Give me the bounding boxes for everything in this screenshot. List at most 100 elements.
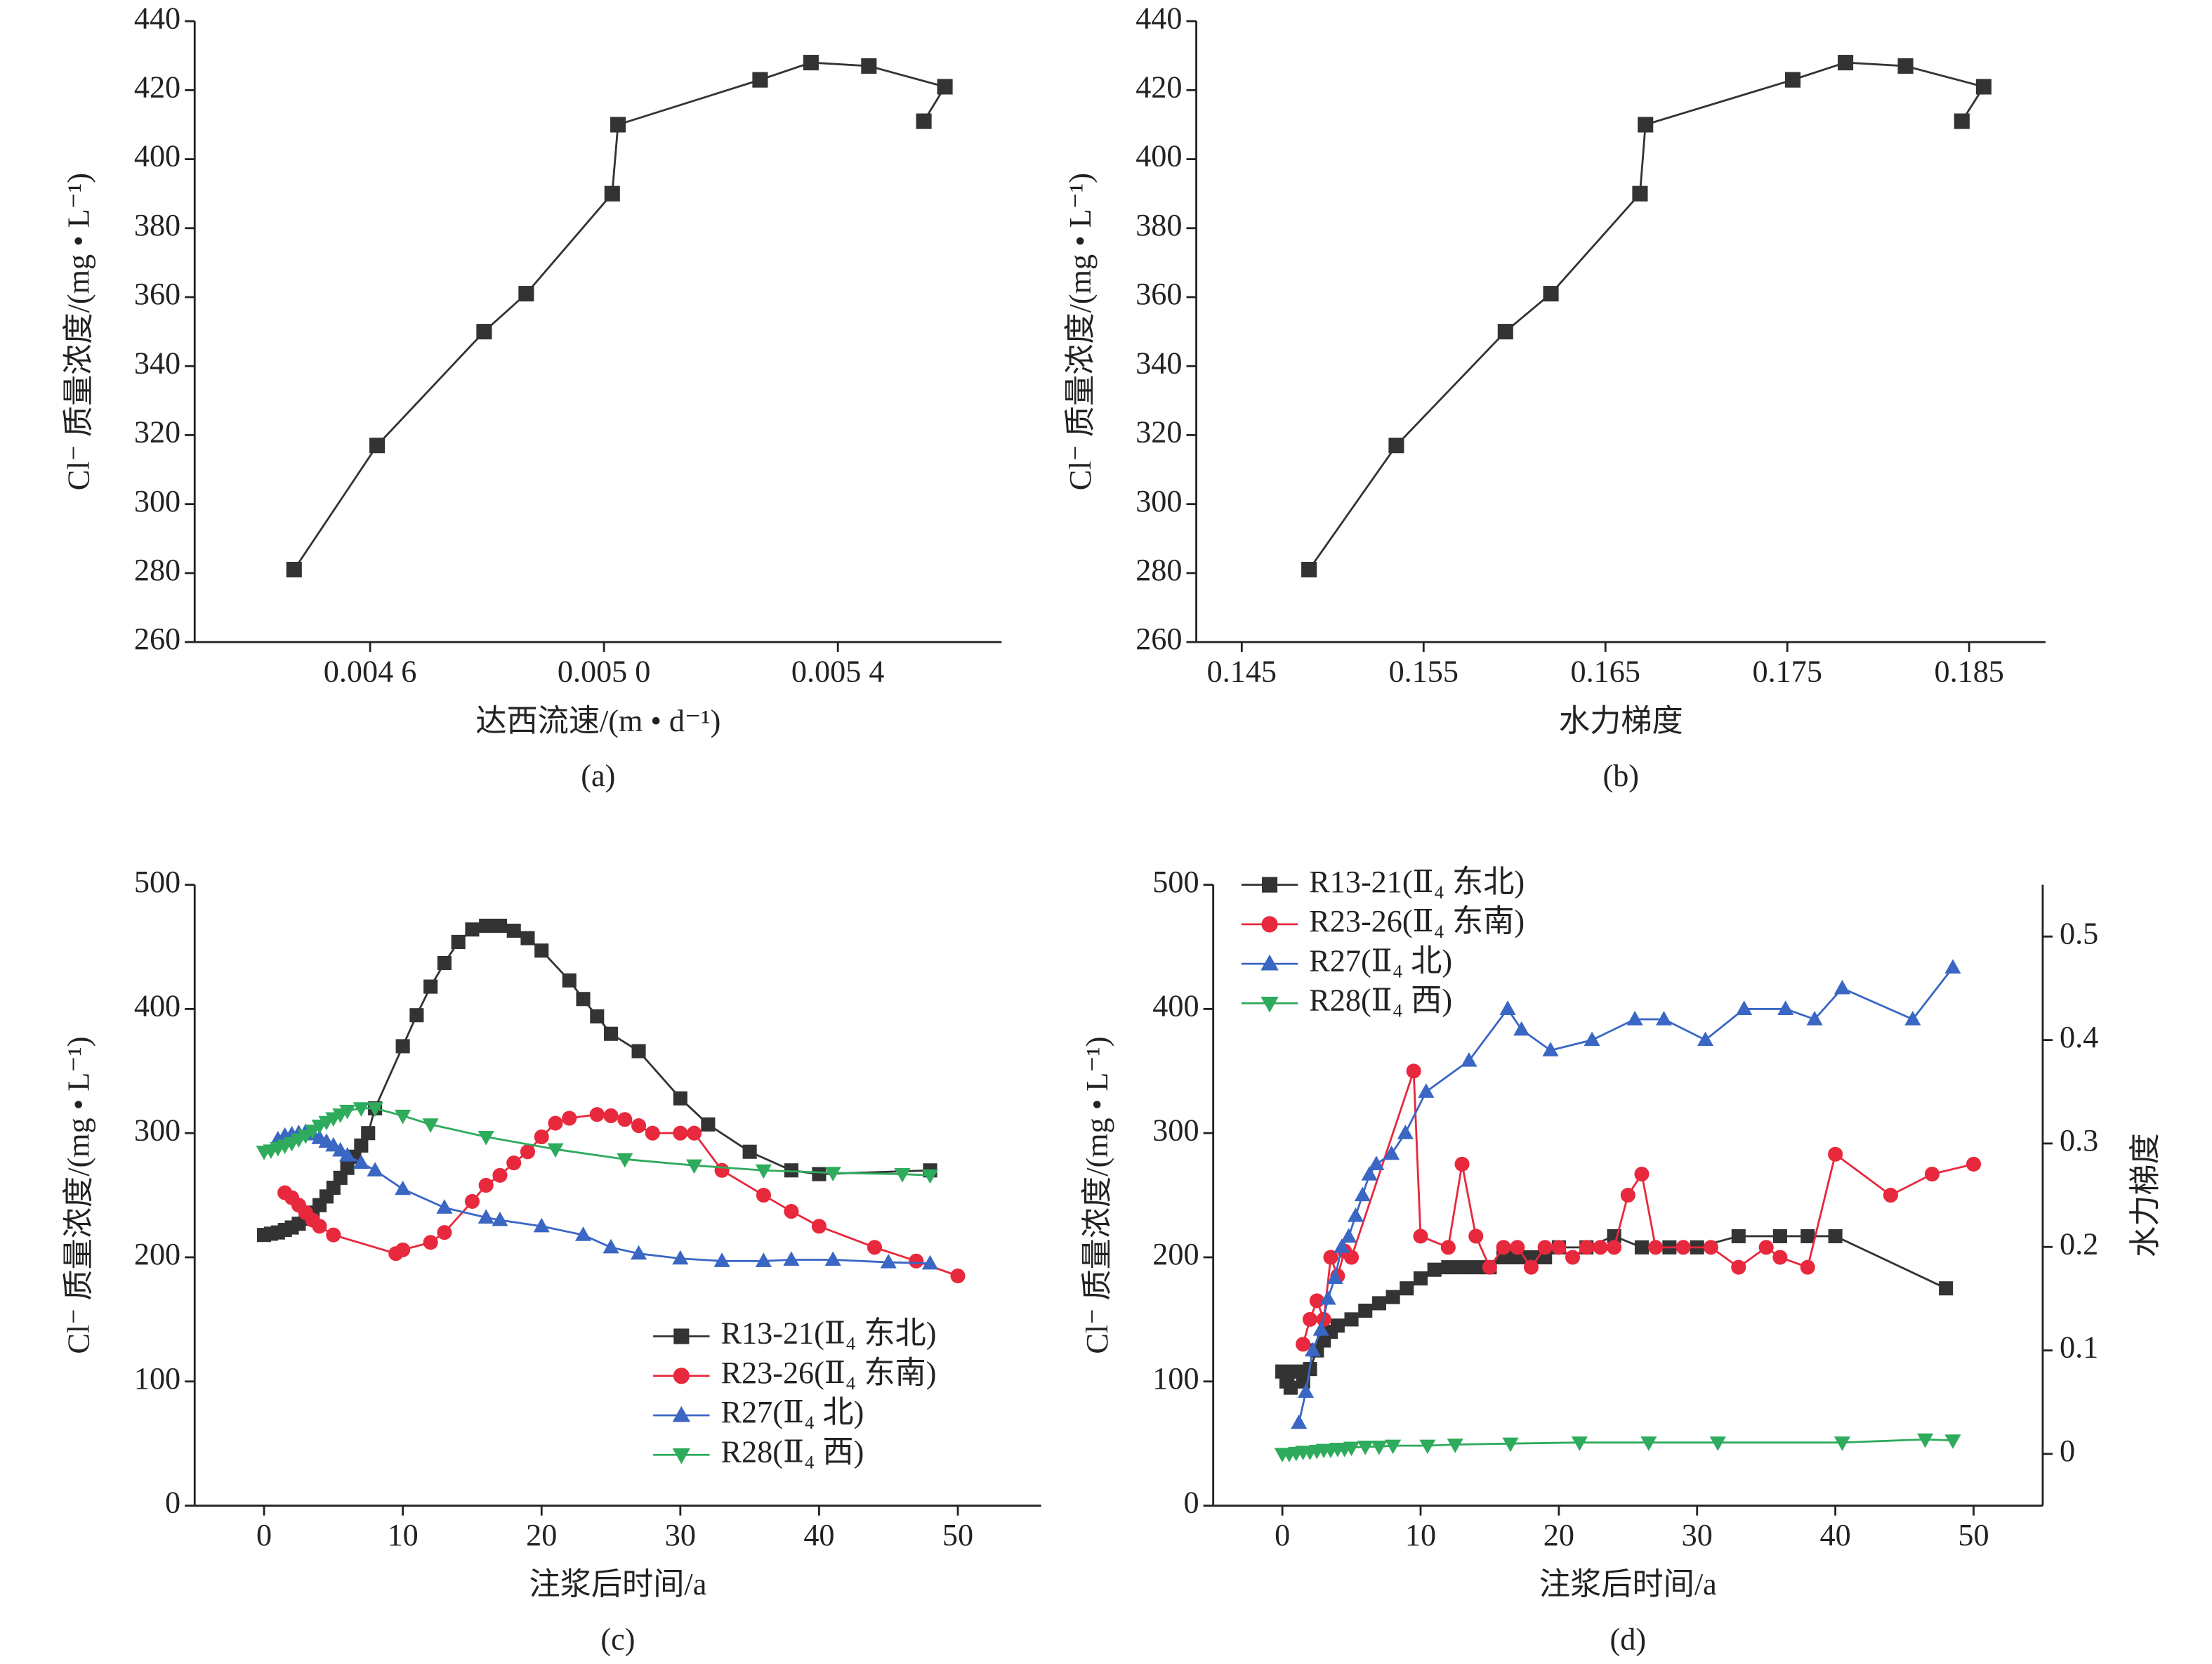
marker [783, 1251, 800, 1266]
marker [1427, 1262, 1442, 1277]
x-tick-label: 0 [256, 1518, 272, 1552]
marker [617, 1112, 633, 1127]
series-line [277, 1130, 930, 1265]
y-tick-label: 340 [134, 346, 180, 380]
marker [1697, 1031, 1714, 1047]
marker [1440, 1240, 1456, 1255]
marker [576, 992, 591, 1007]
y-tick-label: 380 [134, 208, 180, 242]
marker [1499, 1000, 1516, 1015]
marker [1319, 1290, 1336, 1305]
marker [1975, 79, 1992, 95]
marker [1800, 1259, 1815, 1275]
marker [1447, 1439, 1463, 1453]
marker [1784, 72, 1801, 88]
marker [1542, 1042, 1559, 1056]
y-tick-label: 500 [1152, 865, 1199, 899]
y2-tick-label: 0.5 [2060, 916, 2098, 950]
marker [479, 918, 494, 933]
marker [520, 931, 535, 945]
legend: R13-21(Ⅱ₄ 东北) R23-26(Ⅱ₄ 东南) R27(Ⅱ₄ 北) R28(Ⅱ… [653, 1316, 936, 1469]
marker [574, 1226, 592, 1241]
legend-label: R13-21(Ⅱ₄ 东北) [721, 1316, 937, 1351]
marker [1736, 1000, 1753, 1015]
marker [1709, 1436, 1726, 1451]
chart-panel: 0.004 6 0.005 0 0.005 4 260 280 300 320 340 360 3… [62, 1, 1002, 793]
y2-tick-label: 0.3 [2060, 1123, 2098, 1158]
marker [1296, 1337, 1311, 1352]
marker [534, 943, 549, 958]
y-tick-label: 400 [1135, 139, 1182, 173]
marker [1834, 979, 1851, 995]
marker [687, 1125, 702, 1141]
legend-label: R28(Ⅱ₄ 西) [721, 1434, 864, 1469]
legend-label: R23-26(Ⅱ₄ 东南) [721, 1356, 937, 1390]
marker [631, 1044, 646, 1059]
marker [423, 1235, 438, 1250]
marker [422, 1118, 439, 1133]
marker [1966, 1156, 1982, 1172]
marker [1513, 1021, 1530, 1036]
marker [673, 1125, 688, 1141]
y-tick-label: 0 [1183, 1486, 1199, 1520]
legend-marker [673, 1368, 690, 1384]
y-tick-label: 280 [1135, 553, 1182, 587]
marker [520, 1144, 536, 1160]
marker [1361, 1166, 1378, 1181]
y-tick-label: 280 [134, 553, 180, 587]
marker [1301, 561, 1317, 578]
y-tick-label: 300 [134, 1113, 180, 1147]
marker [803, 55, 819, 71]
marker [395, 1180, 412, 1195]
marker [562, 1111, 577, 1126]
legend-label: R27(Ⅱ₄ 北) [721, 1395, 864, 1429]
marker [1383, 1145, 1400, 1160]
marker [1298, 1383, 1315, 1398]
x-tick-label: 0.165 [1571, 654, 1640, 688]
marker [492, 1167, 508, 1183]
marker [353, 1102, 369, 1117]
y-axis-label: Cl⁻ 质量浓度/(mg • L⁻¹) [1063, 173, 1098, 490]
marker [631, 1118, 647, 1134]
marker [1283, 1380, 1298, 1395]
y-tick-label: 360 [134, 277, 180, 311]
marker [548, 1115, 563, 1131]
marker [824, 1167, 841, 1181]
series-line [1302, 1070, 1974, 1345]
marker [1834, 1436, 1851, 1451]
x-tick-label: 40 [803, 1518, 834, 1552]
marker [1634, 1166, 1650, 1182]
x-axis-label: 达西流速/(m • d⁻¹) [475, 704, 720, 738]
marker [478, 1130, 494, 1146]
caption: (c) [600, 1623, 635, 1657]
legend-marker [1260, 996, 1279, 1013]
marker [1302, 1311, 1318, 1327]
marker [673, 1091, 687, 1106]
marker [603, 1238, 619, 1254]
marker [1758, 1240, 1774, 1255]
marker [603, 1026, 619, 1041]
marker [354, 1138, 369, 1153]
marker [1354, 1186, 1371, 1202]
marker [1468, 1260, 1483, 1275]
marker [1455, 1260, 1470, 1275]
x-tick-label: 0.004 6 [324, 654, 417, 688]
caption: (a) [581, 759, 615, 793]
marker [1334, 1238, 1350, 1253]
legend-label: R27(Ⅱ₄ 北) [1309, 943, 1452, 978]
marker [1579, 1240, 1594, 1255]
x-axis-label: 注浆后时间/a [529, 1567, 706, 1601]
marker [506, 1155, 522, 1171]
y-tick-label: 500 [134, 865, 180, 899]
marker [1537, 1240, 1553, 1255]
marker [1497, 324, 1513, 340]
x-tick-label: 20 [526, 1518, 557, 1552]
y-tick-label: 340 [1135, 346, 1182, 380]
y-tick-label: 400 [1152, 989, 1199, 1023]
y-tick-label: 260 [134, 622, 180, 656]
marker [1344, 1250, 1360, 1265]
marker [1703, 1240, 1718, 1255]
marker [1800, 1229, 1815, 1243]
marker [478, 1209, 494, 1224]
